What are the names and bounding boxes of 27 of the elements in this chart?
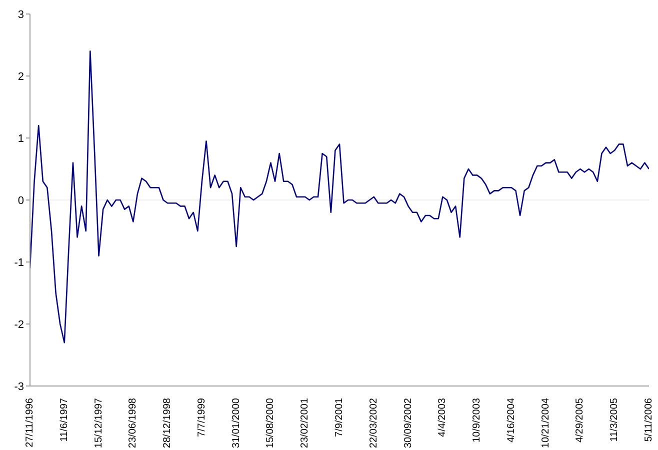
x-tick-label: 5/11/2006 — [644, 398, 654, 442]
x-tick-label: 28/12/1998 — [162, 398, 174, 448]
x-tick-label: 4/16/2004 — [506, 398, 517, 442]
x-tick-label: 4/4/2003 — [437, 398, 448, 437]
y-tick-label: -2 — [14, 318, 24, 331]
x-tick-label: 30/09/2002 — [402, 398, 414, 448]
x-tick-label: 23/06/1998 — [128, 398, 139, 448]
x-tick-label: 10/9/2003 — [472, 398, 483, 442]
x-tick-label: 23/02/2001 — [300, 398, 311, 448]
y-tick-label: -1 — [14, 256, 24, 269]
x-tick-label: 15/08/2000 — [265, 398, 276, 448]
y-tick-label: 3 — [18, 8, 24, 21]
x-tick-label: 10/21/2004 — [540, 398, 552, 448]
x-tick-label: 11/3/2005 — [609, 398, 620, 442]
x-tick-label: 31/01/2000 — [230, 398, 242, 448]
y-tick-label: 1 — [18, 132, 24, 145]
x-tick-label: 15/12/1997 — [93, 398, 104, 448]
x-tick-label: 11/6/1997 — [58, 398, 70, 442]
x-tick-label: 27/11/1996 — [24, 398, 36, 448]
y-tick-label: -3 — [14, 380, 24, 393]
line-series — [30, 50, 649, 344]
x-tick-label: 22/03/2002 — [368, 398, 380, 448]
x-tick-label: 7/9/2001 — [334, 398, 345, 437]
y-tick-label: 0 — [18, 194, 24, 207]
x-tick-label: 4/29/2005 — [574, 398, 586, 442]
x-tick-label: 7/7/1999 — [196, 398, 208, 437]
y-tick-label: 2 — [18, 70, 24, 83]
